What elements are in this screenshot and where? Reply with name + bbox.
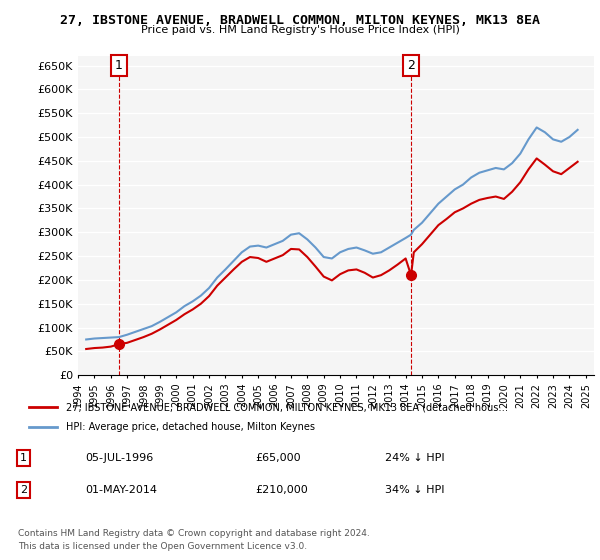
Text: 1: 1 bbox=[115, 59, 123, 72]
Text: 27, IBSTONE AVENUE, BRADWELL COMMON, MILTON KEYNES, MK13 8EA: 27, IBSTONE AVENUE, BRADWELL COMMON, MIL… bbox=[60, 14, 540, 27]
Text: 05-JUL-1996: 05-JUL-1996 bbox=[86, 453, 154, 463]
Text: 01-MAY-2014: 01-MAY-2014 bbox=[86, 485, 158, 495]
Text: 1: 1 bbox=[20, 453, 27, 463]
Text: £210,000: £210,000 bbox=[255, 485, 308, 495]
Text: 2: 2 bbox=[407, 59, 415, 72]
Text: £65,000: £65,000 bbox=[255, 453, 301, 463]
Text: 34% ↓ HPI: 34% ↓ HPI bbox=[385, 485, 444, 495]
Text: 2: 2 bbox=[20, 485, 27, 495]
Text: This data is licensed under the Open Government Licence v3.0.: This data is licensed under the Open Gov… bbox=[18, 542, 307, 550]
Text: HPI: Average price, detached house, Milton Keynes: HPI: Average price, detached house, Milt… bbox=[66, 422, 315, 432]
Text: 27, IBSTONE AVENUE, BRADWELL COMMON, MILTON KEYNES, MK13 8EA (detached hous…: 27, IBSTONE AVENUE, BRADWELL COMMON, MIL… bbox=[66, 402, 508, 412]
Text: 24% ↓ HPI: 24% ↓ HPI bbox=[385, 453, 444, 463]
Text: Price paid vs. HM Land Registry's House Price Index (HPI): Price paid vs. HM Land Registry's House … bbox=[140, 25, 460, 35]
Text: Contains HM Land Registry data © Crown copyright and database right 2024.: Contains HM Land Registry data © Crown c… bbox=[18, 529, 370, 538]
